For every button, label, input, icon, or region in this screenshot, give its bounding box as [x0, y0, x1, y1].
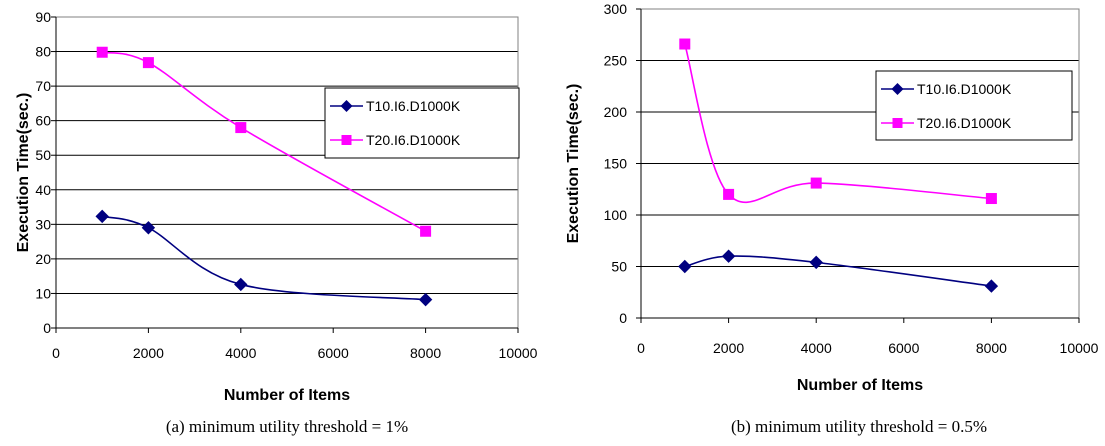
data-point-square [142, 57, 154, 69]
data-point-square [985, 193, 997, 205]
x-tick-label: 6000 [888, 340, 919, 356]
legend-box [875, 70, 1073, 141]
series-line-2 [102, 51, 426, 232]
data-point-square [235, 122, 247, 134]
data-point-diamond [234, 277, 248, 292]
y-tick-label: 70 [35, 78, 51, 94]
y-tick-label: 50 [35, 147, 51, 163]
data-point-diamond [678, 259, 692, 274]
data-point-square [96, 46, 108, 58]
legend-label: T10.I6.D1000K [366, 98, 461, 114]
y-tick-label: 20 [35, 251, 51, 267]
x-tick-label: 10000 [499, 345, 538, 361]
data-point-square [810, 177, 822, 189]
y-tick-label: 0 [619, 310, 627, 326]
y-tick-label: 250 [604, 53, 628, 69]
y-tick-label: 30 [35, 216, 51, 232]
y-tick-label: 40 [35, 182, 51, 198]
data-point-square [723, 188, 735, 200]
x-tick-label: 6000 [318, 345, 349, 361]
legend-marker-square [341, 135, 352, 145]
y-tick-label: 90 [35, 9, 51, 25]
series-line-2 [684, 43, 992, 204]
legend-label: T10.I6.D1000K [917, 81, 1012, 97]
x-tick-label: 0 [52, 345, 60, 361]
x-axis-label: Number of Items [797, 377, 923, 394]
x-tick-label: 10000 [1060, 340, 1099, 356]
x-axis-label: Number of Items [224, 387, 350, 404]
figure-caption: (a) minimum utility threshold = 1% [166, 417, 408, 436]
data-point-diamond [141, 221, 156, 235]
x-tick-label: 8000 [410, 345, 441, 361]
legend-box [324, 87, 520, 159]
y-tick-label: 60 [35, 113, 51, 129]
x-tick-label: 2000 [713, 340, 744, 356]
x-tick-label: 4000 [225, 345, 256, 361]
y-tick-label: 200 [604, 104, 628, 120]
y-tick-label: 80 [35, 44, 51, 60]
data-point-diamond [95, 209, 109, 224]
x-tick-label: 2000 [133, 345, 164, 361]
x-tick-label: 4000 [801, 340, 832, 356]
y-tick-label: 150 [604, 156, 628, 172]
y-tick-label: 0 [43, 320, 51, 336]
figure-caption: (b) minimum utility threshold = 0.5% [731, 417, 987, 436]
legend-marker-diamond [891, 83, 904, 95]
chart-1: 0 10 20 30 40 50 60 70 80 90 0 2000 4000 6000 8000 1000… [15, 9, 538, 436]
legend-label: T20.I6.D1000K [366, 132, 461, 148]
series-line-1 [102, 215, 426, 301]
data-point-diamond [984, 279, 999, 293]
y-axis-label: Execution Time(sec.) [565, 84, 582, 244]
chart-2: 0 50 100 150 200 250 300 0 2000 4000 6000 8000 10000… [565, 1, 1099, 436]
legend-marker-diamond [340, 100, 353, 112]
y-tick-label: 10 [35, 285, 51, 301]
x-tick-label: 0 [637, 340, 645, 356]
series-line-1 [684, 255, 992, 287]
legend-label: T20.I6.D1000K [917, 115, 1012, 131]
y-tick-label: 100 [604, 207, 628, 223]
legend: T10.I6.D1000K T20.I6.D1000K [324, 87, 520, 159]
y-axis-label: Execution Time(sec.) [15, 93, 32, 253]
data-point-diamond [809, 255, 823, 270]
plot-area [55, 16, 519, 329]
legend-marker-square [892, 118, 903, 128]
data-point-diamond [721, 249, 736, 263]
data-point-square [420, 225, 432, 237]
data-point-diamond [418, 292, 433, 307]
data-point-square [679, 38, 691, 50]
y-tick-label: 300 [604, 1, 628, 17]
legend: T10.I6.D1000K T20.I6.D1000K [875, 70, 1073, 141]
x-tick-label: 8000 [976, 340, 1007, 356]
y-tick-label: 50 [611, 259, 627, 275]
